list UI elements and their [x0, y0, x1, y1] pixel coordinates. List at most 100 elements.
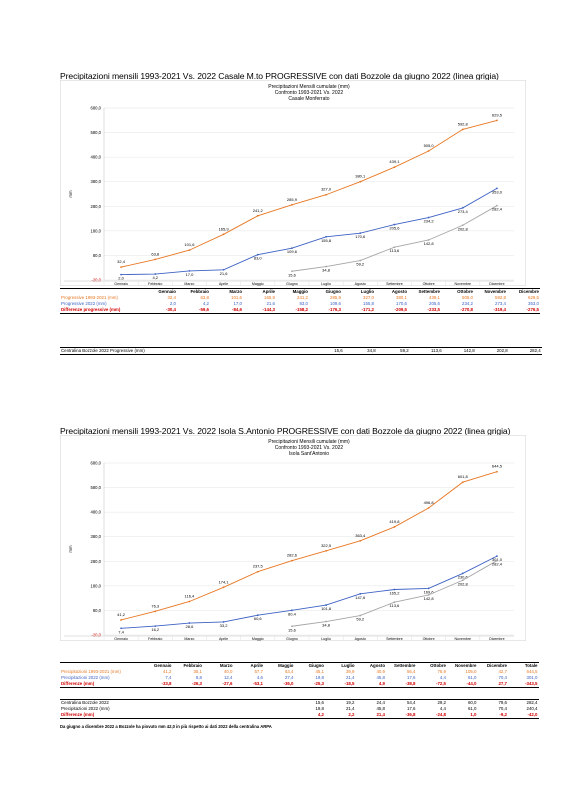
table-cell: -24,8	[416, 712, 447, 719]
table-cell: 629,5	[528, 295, 539, 300]
data-point	[359, 232, 362, 235]
table-cell: 19,8	[315, 706, 324, 711]
data-point	[427, 239, 430, 241]
data-label: 76,3	[151, 603, 160, 608]
section-1-chart: Precipitazioni Mensili cumulate (mm)Conf…	[60, 80, 526, 286]
data-label: 601,8	[458, 474, 469, 479]
data-label: 380,1	[355, 174, 366, 179]
table-cell: 282,4	[508, 699, 539, 706]
data-point	[120, 627, 122, 630]
data-label: 101,8	[321, 606, 332, 611]
data-label: 237,5	[253, 564, 264, 569]
table-cell	[233, 699, 264, 706]
data-point	[291, 270, 293, 273]
x-tick-label: Novembre	[454, 637, 471, 641]
data-label: 34,8	[322, 623, 331, 628]
table-cell: 113,6	[409, 347, 443, 355]
table-cell: Giugno	[309, 288, 342, 295]
table-cell: Settembre	[408, 288, 441, 295]
table-cell: -144,3	[243, 307, 276, 314]
table-cell: -26,3	[172, 681, 203, 688]
table-cell: 4,6	[256, 675, 263, 680]
table-cell: 76,9	[437, 669, 446, 674]
data-label: 234,2	[424, 219, 435, 224]
data-point	[291, 559, 293, 562]
table-cell: 21,4	[355, 712, 386, 719]
table-cell: Febbraio	[172, 662, 203, 669]
table-cell	[203, 699, 234, 706]
table-cell	[264, 712, 295, 719]
table-cell: Febbraio	[177, 288, 210, 295]
chart-frame	[60, 80, 526, 286]
table-cell: 63,4	[284, 669, 294, 674]
data-label: 109,6	[287, 249, 298, 254]
data-label: 34,8	[322, 268, 331, 273]
table-cell: 505,0	[462, 295, 473, 300]
data-point	[427, 216, 430, 219]
data-label: 282,4	[492, 562, 503, 567]
table-row: Differenze (mm) -33,8 -26,3 -27,6 -53,1 -36,0…	[60, 681, 539, 688]
y-tick-label: 280,0	[91, 559, 102, 564]
x-tick-label: Gennaio	[114, 282, 128, 286]
data-point	[325, 604, 327, 606]
data-point	[291, 609, 293, 612]
table-cell: 45,8	[376, 706, 385, 711]
table-cell: 282,4	[508, 347, 542, 355]
data-label: 113,6	[390, 603, 400, 608]
data-label: 419,8	[389, 519, 400, 524]
y-tick-label: 680,0	[91, 106, 102, 111]
x-tick-label: Marzo	[184, 637, 194, 641]
table-cell: 17,6	[406, 675, 416, 680]
data-point	[291, 203, 293, 206]
data-label: 21,6	[220, 271, 229, 276]
table-cell	[264, 699, 295, 706]
table-cell: Ottobre	[416, 662, 447, 669]
row-label: Precipitazioni 2022 (mm)	[61, 706, 110, 711]
row-label: Progressive 2022 (mm)	[61, 301, 107, 306]
table-cell	[211, 347, 245, 355]
table-cell: 15,6	[294, 699, 325, 706]
table-cell: Totale	[508, 662, 539, 669]
table-cell: 4,4	[439, 706, 446, 711]
table-cell: Gennaio	[142, 662, 173, 669]
table-cell: -276,5	[507, 307, 540, 314]
data-label: 644,5	[492, 464, 503, 469]
row-label: Centralina Bozzole 2022 Progressive (mm)	[60, 347, 146, 355]
table-cell: 165,9	[264, 295, 275, 300]
table-cell: 60,0	[447, 699, 478, 706]
row-label	[60, 288, 144, 295]
section-1-bozzole-table: Centralina Bozzole 2022 Progressive (mm)…	[60, 347, 542, 355]
table-cell: 17,0	[233, 301, 242, 306]
data-label: 165,2	[389, 590, 400, 595]
table-cell: -343,5	[508, 681, 539, 688]
data-point	[427, 587, 430, 590]
table-cell: -53,1	[233, 681, 264, 688]
x-tick-label: Aprile	[219, 282, 228, 286]
table-cell: 17,6	[406, 706, 416, 711]
data-point	[496, 559, 498, 562]
data-point	[120, 266, 122, 269]
table-cell: 155,8	[363, 301, 374, 306]
table-cell: 273,4	[495, 301, 506, 306]
table-cell: Agosto	[375, 288, 408, 295]
section-2-bozzole-table: Centralina Bozzole 2022 15,6 19,2 24,4 54,4 2…	[60, 699, 539, 719]
table-cell: 234,2	[462, 301, 473, 306]
data-label: 4,2	[152, 275, 158, 280]
table-row: Gennaio Febbraio Marzo Aprile Maggio Giugno Lu…	[60, 288, 540, 295]
chart-title-line: Confronto 1993-2021 Vs. 2022	[275, 90, 344, 96]
data-point	[496, 470, 498, 473]
data-point	[427, 150, 430, 152]
data-label: 32,4	[117, 259, 126, 264]
row-label: Precipitazioni 1993-2021 (mm)	[61, 669, 121, 674]
table-cell: 353,0	[528, 301, 539, 306]
series-line	[120, 119, 498, 268]
table-cell	[244, 347, 278, 355]
data-point	[393, 246, 396, 249]
data-point	[222, 621, 225, 623]
data-label: 60,6	[254, 616, 263, 621]
table-cell: 21,4	[345, 706, 355, 711]
table-cell: Novembre	[447, 662, 478, 669]
table-cell	[277, 347, 311, 355]
table-row: Differenze progressive (mm) -30,4 -59,6 -84…	[60, 307, 540, 314]
table-cell: 59,2	[376, 347, 410, 355]
